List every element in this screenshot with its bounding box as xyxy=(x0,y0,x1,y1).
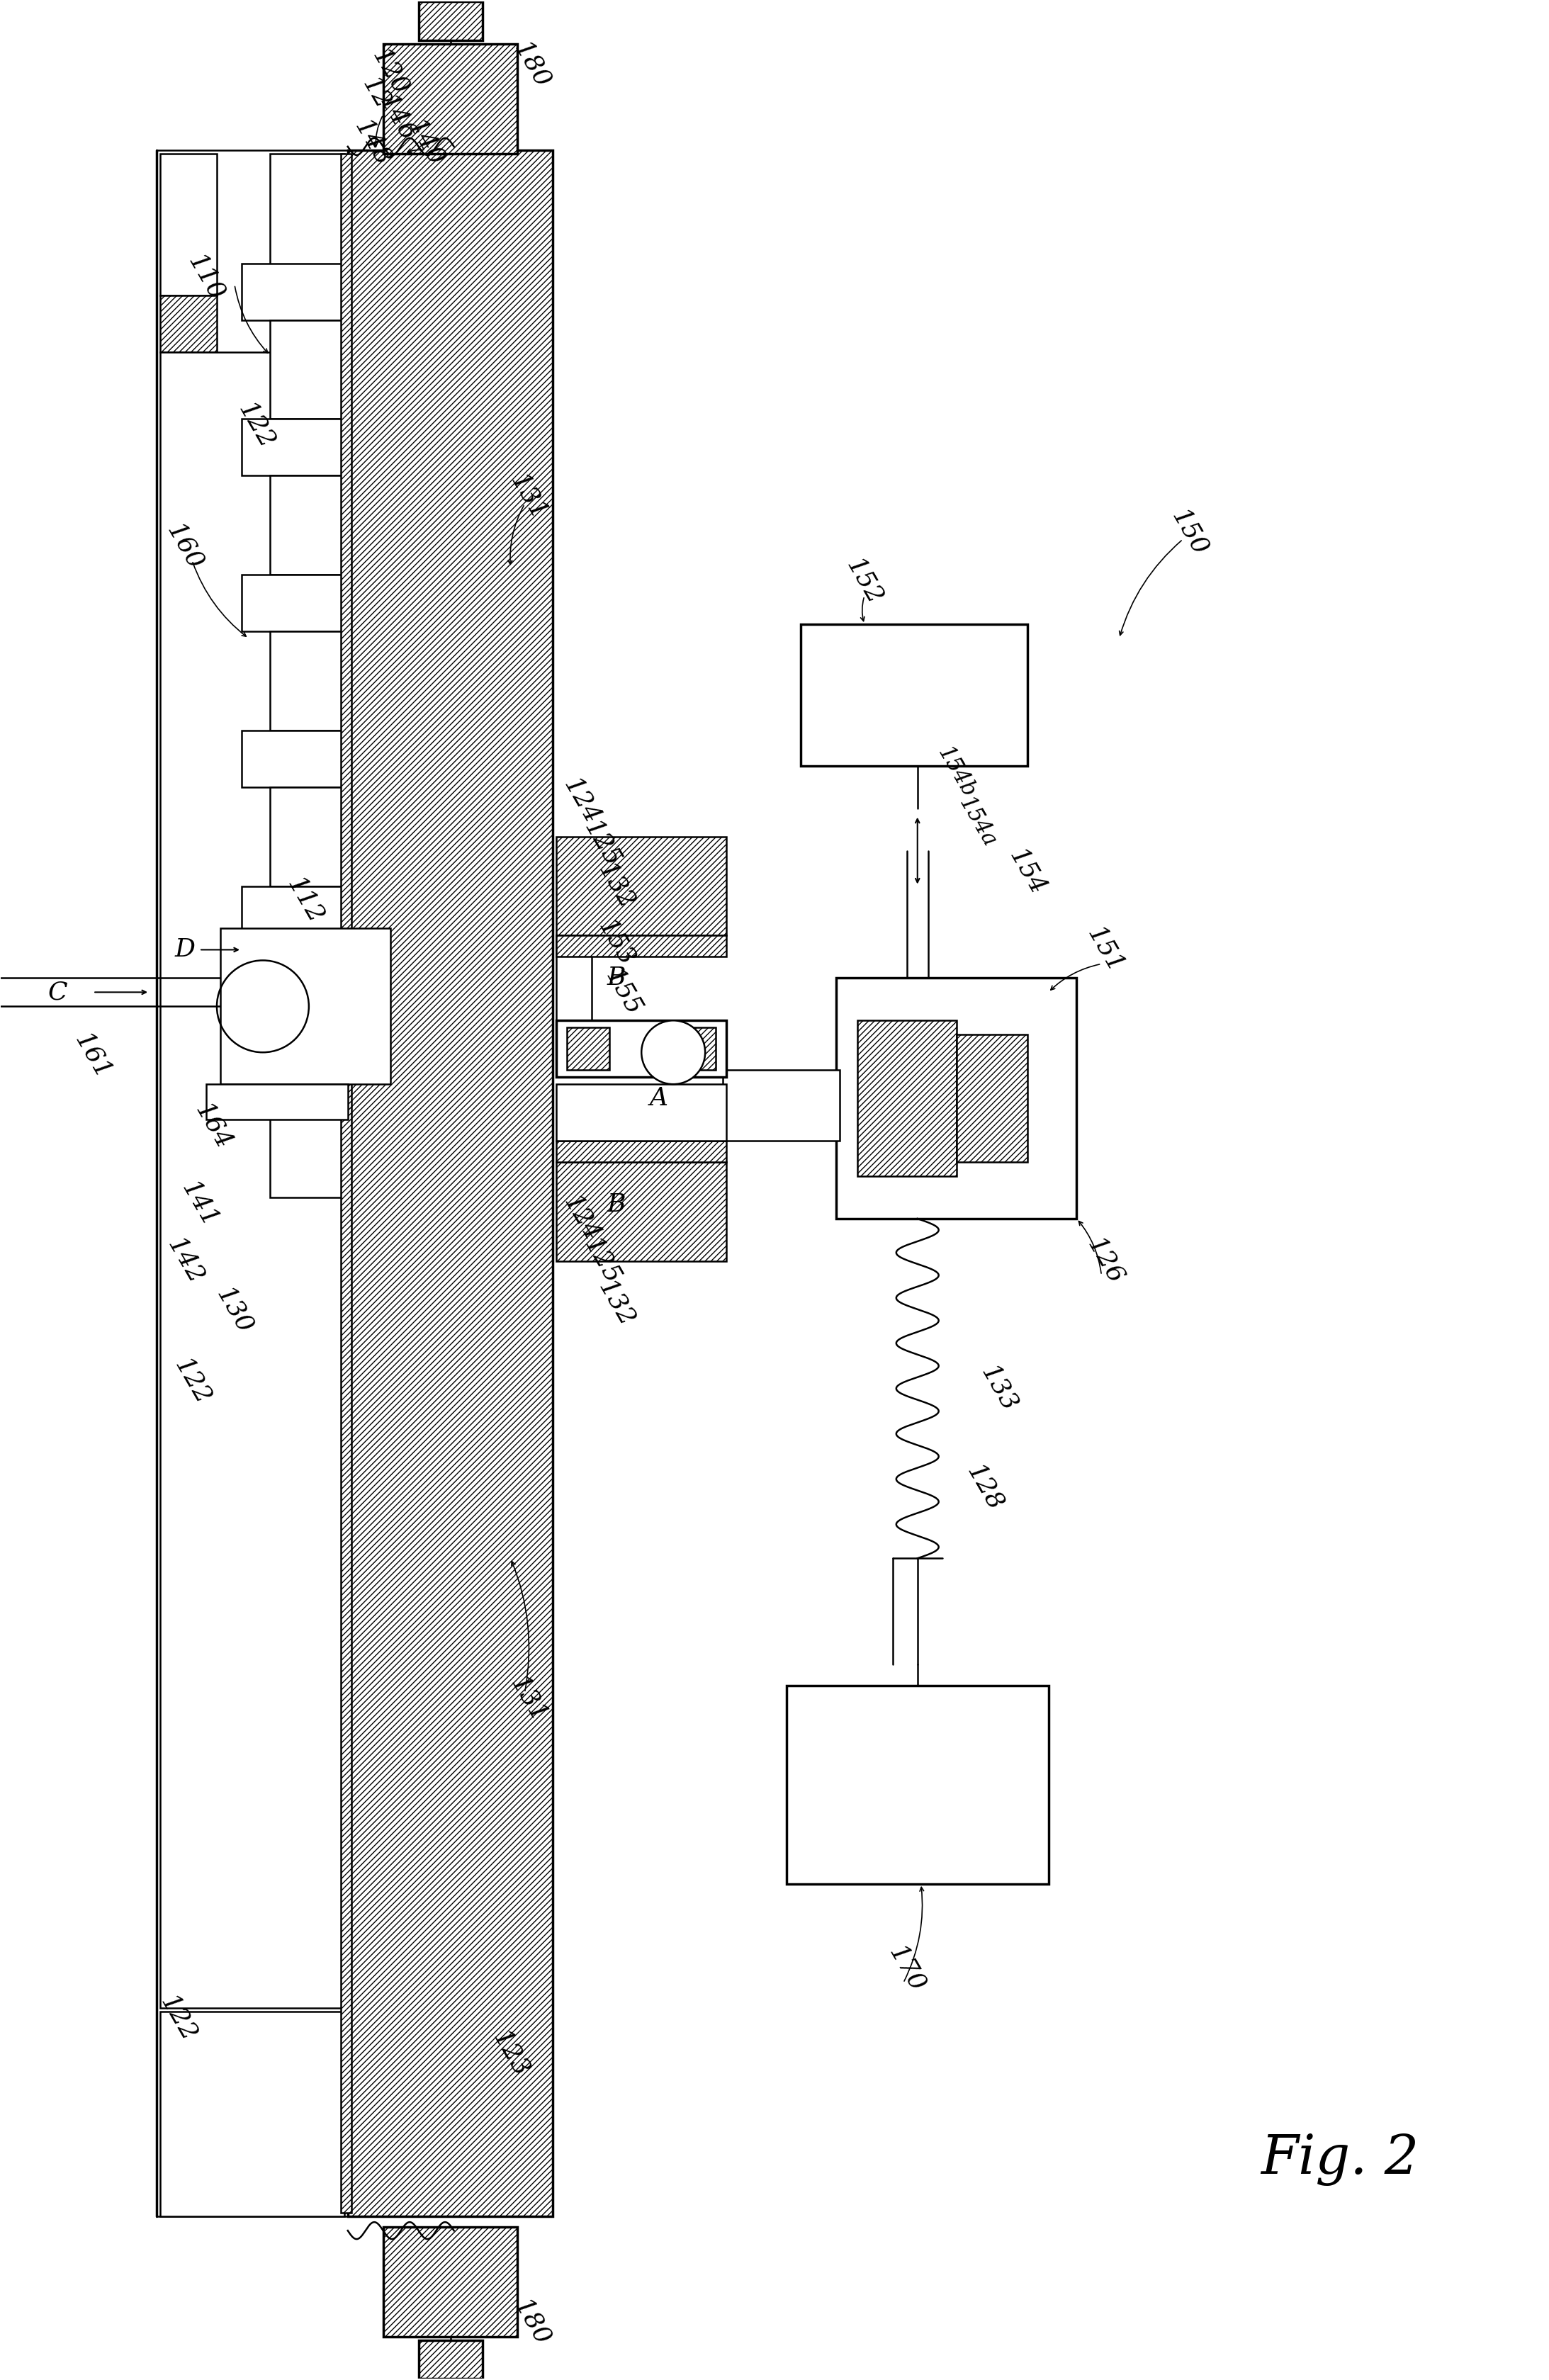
Bar xyxy=(270,942,344,1042)
Text: 146: 146 xyxy=(375,90,420,145)
Bar xyxy=(349,150,553,2216)
Circle shape xyxy=(641,1021,705,1085)
Text: 123: 123 xyxy=(488,2025,533,2080)
Text: 152: 152 xyxy=(841,555,888,609)
Text: 160: 160 xyxy=(163,519,208,574)
Bar xyxy=(160,155,217,295)
Text: 170: 170 xyxy=(884,1942,929,1997)
Text: 130: 130 xyxy=(212,1283,257,1338)
Text: 126: 126 xyxy=(1083,1233,1128,1288)
Bar xyxy=(418,2,482,40)
Bar xyxy=(567,1028,610,1071)
Text: 140: 140 xyxy=(403,117,448,171)
Text: 132: 132 xyxy=(593,859,640,914)
Bar xyxy=(956,1035,1027,1161)
Bar xyxy=(418,2340,482,2378)
Text: C: C xyxy=(48,981,68,1004)
Bar xyxy=(383,43,517,155)
Text: 148: 148 xyxy=(350,117,395,171)
Bar xyxy=(857,1021,956,1176)
Bar xyxy=(723,1071,840,1140)
Bar xyxy=(160,2011,344,2216)
Text: 122: 122 xyxy=(169,1354,215,1409)
Text: 125: 125 xyxy=(579,1233,626,1288)
Bar xyxy=(787,1685,1049,1885)
Text: 125: 125 xyxy=(579,816,626,871)
Bar xyxy=(556,1140,726,1161)
Text: 161: 161 xyxy=(70,1028,116,1083)
Bar xyxy=(242,574,344,631)
Bar xyxy=(674,1028,716,1071)
Text: 141: 141 xyxy=(177,1178,222,1233)
Bar xyxy=(270,788,344,885)
Bar xyxy=(270,319,344,419)
Text: 180: 180 xyxy=(510,2294,555,2349)
Bar xyxy=(206,1085,349,1119)
Text: 180: 180 xyxy=(510,38,555,93)
Text: 153: 153 xyxy=(593,916,640,971)
Text: 131: 131 xyxy=(505,469,551,524)
Text: 154a: 154a xyxy=(954,793,1001,852)
Text: 150: 150 xyxy=(1168,505,1213,559)
Text: 124: 124 xyxy=(559,1192,604,1245)
Text: Fig. 2: Fig. 2 xyxy=(1261,2132,1419,2187)
Text: D: D xyxy=(175,938,195,962)
Bar xyxy=(341,155,352,2213)
Text: 122: 122 xyxy=(155,1992,200,2044)
Bar xyxy=(242,264,344,319)
Text: 132: 132 xyxy=(593,1276,640,1330)
Text: 131: 131 xyxy=(505,1673,551,1728)
Bar xyxy=(160,352,344,2009)
Text: 151: 151 xyxy=(1083,923,1128,976)
Bar xyxy=(556,1085,726,1140)
Bar xyxy=(160,295,217,352)
Bar xyxy=(836,978,1077,1219)
Bar xyxy=(242,419,344,476)
Bar xyxy=(270,476,344,574)
Bar xyxy=(220,928,390,1085)
Bar xyxy=(242,1042,344,1097)
Bar xyxy=(242,731,344,788)
Text: 12: 12 xyxy=(358,74,395,114)
Text: 142: 142 xyxy=(163,1233,208,1288)
Text: 112: 112 xyxy=(282,873,328,928)
Bar xyxy=(556,935,726,957)
Bar xyxy=(242,885,344,942)
Bar xyxy=(556,835,726,935)
Bar xyxy=(270,155,344,267)
Text: 133: 133 xyxy=(976,1361,1021,1416)
Text: 120: 120 xyxy=(367,45,414,100)
Text: 154: 154 xyxy=(1004,845,1050,900)
Text: 122: 122 xyxy=(232,400,279,452)
Bar xyxy=(556,935,592,1021)
Bar xyxy=(556,1161,726,1261)
Text: 128: 128 xyxy=(962,1461,1007,1514)
Text: 155: 155 xyxy=(601,964,646,1019)
Text: 124: 124 xyxy=(559,774,604,828)
Text: 110: 110 xyxy=(184,250,229,305)
Bar xyxy=(556,1021,726,1078)
Text: 164: 164 xyxy=(191,1100,235,1154)
Text: B: B xyxy=(607,1192,626,1216)
Text: A: A xyxy=(651,1085,669,1111)
Bar xyxy=(801,624,1027,766)
Bar xyxy=(270,1097,344,1197)
Bar xyxy=(270,631,344,731)
Bar xyxy=(383,2228,517,2337)
Text: 154b: 154b xyxy=(932,743,979,802)
Text: B: B xyxy=(607,966,626,990)
